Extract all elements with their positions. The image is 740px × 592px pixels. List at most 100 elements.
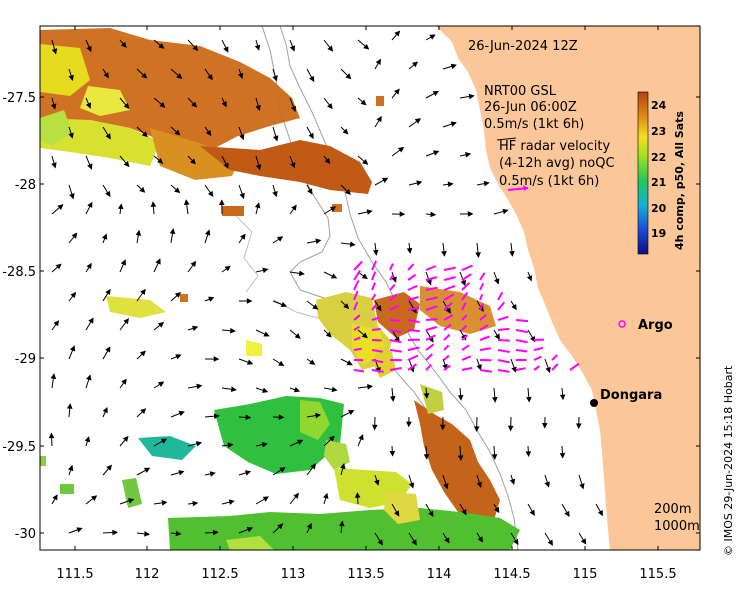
legend-gsl-scale: 0.5m/s (1kt 6h)	[484, 117, 584, 132]
current-arrow-head	[117, 203, 124, 210]
radar-arrow	[389, 294, 398, 301]
current-arrow-head	[223, 46, 229, 53]
colorbar-tick: 20	[651, 202, 667, 215]
legend-radar-line1: HF radar velocity	[499, 139, 611, 154]
radar-arrow	[443, 333, 451, 341]
current-arrow-head	[209, 471, 216, 477]
current-arrow-head	[105, 288, 111, 296]
radar-arrow	[533, 355, 542, 361]
colorbar-label: 4h comp, p50, All Sats	[673, 111, 686, 250]
current-arrow-head	[128, 498, 135, 504]
current-arrow-head	[306, 522, 312, 530]
dongara-marker-icon	[590, 399, 598, 407]
current-arrow-head	[192, 44, 199, 51]
radar-arrow	[515, 367, 526, 371]
current-arrow-head	[509, 478, 516, 485]
current-arrow-head	[366, 209, 373, 215]
radar-arrow	[371, 359, 384, 364]
radar-arrow	[497, 369, 510, 373]
current-arrow-head	[290, 162, 296, 169]
radar-arrow	[533, 365, 541, 371]
current-arrow-head	[221, 100, 227, 108]
current-arrow-head	[105, 133, 111, 140]
x-tick-label: 114	[427, 567, 452, 582]
radar-arrow	[353, 325, 360, 331]
land-area	[436, 26, 700, 550]
current-arrow-head	[343, 303, 350, 310]
radar-arrow	[551, 354, 558, 361]
radar-arrow	[371, 271, 377, 281]
radar-arrow	[515, 349, 528, 353]
radar-arrow	[353, 301, 359, 311]
radar-arrow	[389, 339, 402, 344]
current-arrow-head	[68, 132, 74, 139]
current-arrow-head	[140, 288, 146, 295]
radar-arrow	[515, 319, 528, 323]
current-arrow-head	[491, 454, 498, 461]
colorbar-tick: 24	[651, 99, 667, 112]
current-arrow-head	[157, 322, 165, 328]
current-arrow-head	[255, 104, 261, 112]
current-arrow-head	[329, 206, 337, 212]
current-arrow-head	[346, 360, 353, 366]
current-arrow-head	[461, 509, 467, 516]
current-arrow-head	[342, 128, 349, 135]
current-arrow-head	[381, 177, 389, 183]
current-arrow-head	[278, 414, 285, 420]
current-arrow-head	[310, 463, 316, 470]
current-arrow-head	[254, 44, 261, 51]
current-arrow-head	[139, 350, 146, 357]
current-arrow-head	[192, 325, 199, 332]
current-arrow-head	[123, 318, 129, 325]
current-arrow-head	[190, 260, 197, 267]
current-arrow-head	[175, 354, 182, 360]
radar-arrow	[569, 362, 580, 371]
current-arrow-head	[272, 75, 278, 82]
current-arrow-head	[71, 232, 78, 239]
current-arrow-head	[144, 531, 151, 537]
radar-arrow	[407, 346, 420, 351]
radar-arrow	[389, 274, 395, 281]
radar-arrow	[443, 323, 452, 331]
colorbar-tick: 23	[651, 125, 666, 138]
radar-arrow	[497, 349, 510, 353]
current-arrow-head	[212, 529, 219, 536]
current-arrow-head	[208, 296, 215, 302]
legend-gsl-arrow-icon	[496, 137, 517, 141]
current-arrow-head	[51, 162, 57, 169]
current-arrow-head	[174, 187, 181, 194]
radar-arrow	[533, 346, 544, 351]
current-arrow-head	[507, 425, 514, 432]
gsl-current-arrows	[48, 30, 603, 546]
current-arrow-head	[239, 133, 245, 141]
current-arrow-head	[175, 530, 182, 537]
current-arrow-head	[105, 346, 111, 353]
x-tick-label: 112.5	[201, 567, 238, 582]
current-arrow-head	[278, 360, 285, 367]
radar-arrow	[443, 276, 456, 281]
current-arrow-head	[354, 492, 361, 498]
current-arrow-head	[52, 494, 58, 501]
colorbar-tick: 19	[651, 227, 666, 240]
current-arrow-head	[262, 387, 269, 393]
radar-arrow	[425, 353, 433, 361]
current-arrow-head	[309, 359, 316, 365]
current-arrow-head	[158, 42, 165, 49]
current-arrow-head	[465, 151, 472, 158]
radar-arrow	[353, 260, 363, 271]
current-arrow-head	[246, 298, 253, 304]
current-arrow-head	[140, 408, 147, 415]
current-arrow-head	[245, 414, 252, 421]
radar-arrow	[407, 306, 420, 311]
radar-arrow	[479, 324, 489, 331]
current-arrow-head	[178, 410, 185, 417]
radar-arrow	[461, 314, 468, 321]
current-arrow-head	[123, 160, 130, 168]
current-arrow-head	[367, 384, 373, 390]
radar-arrow	[407, 295, 419, 301]
current-arrow-head	[468, 93, 475, 100]
current-arrow-head	[406, 421, 412, 428]
current-arrow-head	[255, 164, 262, 171]
legend-radar-scale: 0.5m/s (1kt 6h)	[499, 174, 599, 189]
